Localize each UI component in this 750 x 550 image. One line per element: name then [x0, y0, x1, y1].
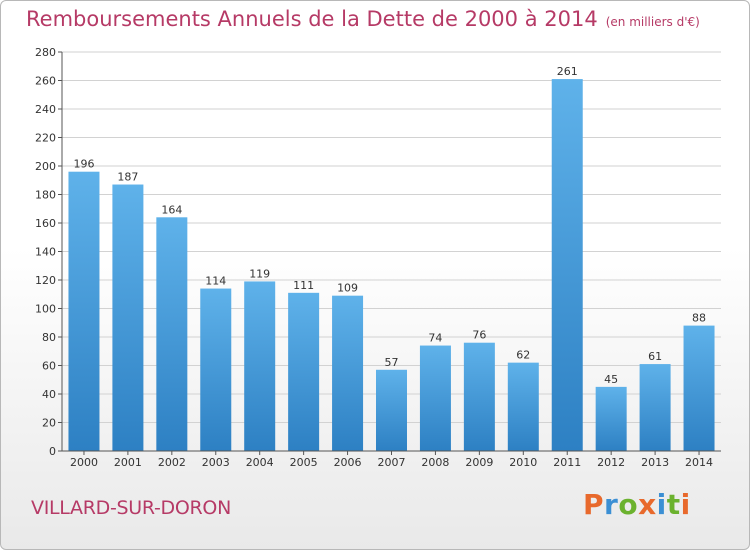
- y-tick-label: 220: [35, 132, 56, 145]
- y-tick-label: 180: [35, 189, 56, 202]
- bar: [639, 364, 671, 451]
- x-tick-label: 2010: [509, 456, 537, 469]
- bar: [551, 79, 583, 451]
- y-tick-label: 200: [35, 160, 56, 173]
- data-label: 57: [385, 356, 399, 369]
- bar: [332, 295, 364, 451]
- x-tick-label: 2006: [334, 456, 362, 469]
- y-tick-label: 40: [42, 388, 56, 401]
- bar: [595, 386, 627, 451]
- x-tick-label: 2008: [421, 456, 449, 469]
- data-label: 164: [161, 203, 182, 216]
- y-tick-label: 140: [35, 246, 56, 259]
- x-tick-label: 2005: [290, 456, 318, 469]
- data-label: 74: [428, 332, 442, 345]
- data-label: 62: [516, 349, 530, 362]
- bar: [463, 342, 495, 451]
- y-tick-label: 260: [35, 75, 56, 88]
- y-tick-label: 100: [35, 303, 56, 316]
- data-label: 61: [648, 350, 662, 363]
- y-tick-label: 280: [35, 46, 56, 59]
- bar: [376, 369, 407, 451]
- data-label: 88: [692, 312, 706, 325]
- x-tick-label: 2012: [597, 456, 625, 469]
- data-label: 114: [205, 275, 226, 288]
- bar: [200, 288, 232, 451]
- y-tick-label: 0: [49, 445, 56, 458]
- y-tick-label: 80: [42, 331, 56, 344]
- x-tick-label: 2000: [70, 456, 98, 469]
- x-tick-label: 2014: [685, 456, 713, 469]
- bar: [244, 281, 276, 451]
- data-label: 196: [73, 158, 94, 171]
- data-label: 76: [472, 329, 486, 342]
- x-tick-label: 2002: [158, 456, 186, 469]
- bar: [112, 184, 144, 451]
- x-tick-label: 2013: [641, 456, 669, 469]
- data-label: 109: [337, 282, 358, 295]
- data-label: 45: [604, 373, 618, 386]
- bar: [288, 292, 320, 451]
- y-tick-label: 60: [42, 360, 56, 373]
- bar: [507, 362, 539, 451]
- x-tick-label: 2003: [202, 456, 230, 469]
- x-tick-label: 2011: [553, 456, 581, 469]
- y-tick-label: 120: [35, 274, 56, 287]
- chart-title: Remboursements Annuels de la Dette de 20…: [26, 7, 700, 31]
- x-tick-label: 2009: [465, 456, 493, 469]
- chart-unit: (en milliers d'€): [605, 15, 700, 29]
- bar: [683, 325, 715, 451]
- data-label: 119: [249, 267, 270, 280]
- x-tick-label: 2001: [114, 456, 142, 469]
- y-tick-label: 240: [35, 103, 56, 116]
- chart-title-text: Remboursements Annuels de la Dette de 20…: [26, 7, 598, 31]
- data-label: 261: [557, 65, 578, 78]
- bar: [419, 345, 451, 451]
- x-tick-label: 2004: [246, 456, 274, 469]
- y-tick-label: 160: [35, 217, 56, 230]
- proxiti-logo: Proxiti: [583, 488, 691, 521]
- city-name: VILLARD-SUR-DORON: [31, 497, 232, 519]
- data-label: 187: [117, 171, 138, 184]
- bar: [68, 171, 100, 451]
- bar: [156, 217, 188, 451]
- y-tick-label: 20: [42, 417, 56, 430]
- data-label: 111: [293, 279, 314, 292]
- x-tick-label: 2007: [378, 456, 406, 469]
